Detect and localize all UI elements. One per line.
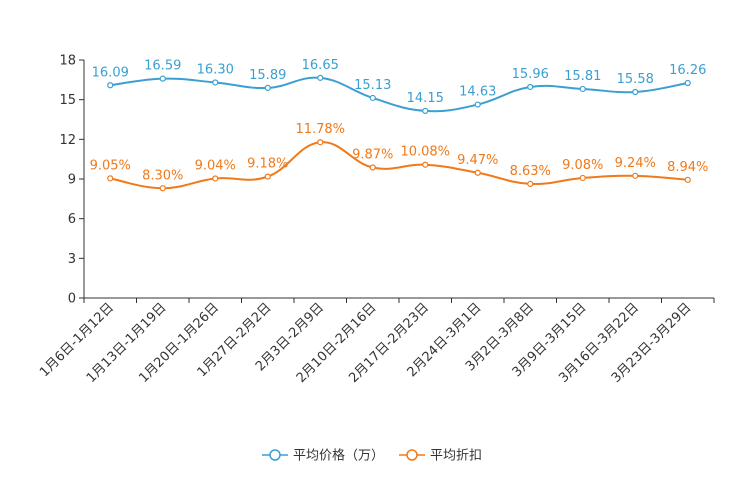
data-label: 9.05% (90, 158, 131, 173)
data-label: 10.08% (400, 145, 450, 160)
data-label: 16.65 (302, 58, 339, 73)
data-point (369, 164, 376, 171)
data-point (684, 176, 691, 183)
data-point (579, 174, 586, 182)
y-tick-label: 15 (59, 93, 76, 108)
data-label: 9.18% (247, 157, 288, 172)
data-point (107, 82, 114, 89)
legend: 平均价格（万） 平均折扣 (262, 448, 482, 464)
legend-swatch-marker (269, 449, 281, 461)
data-label: 14.63 (459, 85, 496, 100)
data-label: 9.24% (615, 156, 656, 171)
data-point (474, 101, 481, 108)
data-label: 16.30 (197, 62, 234, 77)
data-label: 9.08% (562, 158, 603, 173)
legend-label: 平均折扣 (430, 449, 482, 464)
data-point (474, 169, 481, 176)
data-point (264, 84, 271, 91)
series-1: 16.09 16.59 16.30 15.89 16.65 15.13 14.15 14.63… (92, 58, 706, 115)
data-label: 14.15 (407, 91, 444, 106)
data-point (159, 75, 166, 82)
data-label: 8.63% (510, 164, 551, 179)
data-point (527, 180, 534, 187)
data-point (159, 185, 166, 192)
y-tick-label: 3 (68, 252, 76, 267)
legend-label: 平均价格（万） (293, 448, 384, 464)
y-tick-label: 12 (59, 133, 76, 148)
data-point (212, 175, 219, 182)
data-label: 15.96 (512, 67, 549, 82)
data-label: 16.09 (92, 65, 129, 80)
data-point (684, 79, 691, 87)
data-label: 16.59 (144, 59, 181, 74)
data-label: 9.04% (195, 158, 236, 173)
data-label: 8.94% (667, 160, 708, 175)
data-label: 16.26 (669, 63, 706, 78)
data-point (317, 139, 324, 146)
y-tick-label: 9 (68, 173, 76, 188)
data-point (212, 79, 219, 86)
data-point (579, 85, 586, 93)
x-axis: 1月6日-1月12日1月13日-1月19日1月20日-1月26日1月27日-2月… (37, 297, 715, 386)
data-point (632, 172, 639, 179)
data-label: 15.13 (354, 78, 391, 93)
data-point (632, 88, 639, 96)
y-tick-label: 18 (59, 54, 76, 69)
data-label: 15.89 (249, 68, 286, 83)
data-label: 11.78% (295, 122, 345, 137)
legend-item-2: 平均折扣 (399, 449, 482, 464)
data-point (422, 107, 429, 115)
data-point (317, 74, 324, 81)
y-axis: 0 3 6 9 12 15 18 (59, 54, 85, 307)
data-label: 15.81 (564, 69, 601, 84)
series-layer: 16.09 16.59 16.30 15.89 16.65 15.13 14.15 14.63… (90, 58, 708, 192)
y-tick-label: 0 (68, 292, 76, 307)
data-point (264, 173, 271, 180)
data-point (107, 175, 114, 182)
data-label: 8.30% (142, 168, 183, 183)
legend-item-1: 平均价格（万） (262, 448, 384, 464)
data-label: 15.58 (617, 72, 654, 87)
data-label: 9.47% (457, 153, 498, 168)
series-line (110, 76, 688, 113)
data-point (527, 83, 534, 91)
data-point (369, 94, 376, 102)
y-tick-label: 6 (68, 212, 76, 227)
legend-swatch-marker (406, 449, 418, 461)
series-2: 9.05% 8.30% 9.04% 9.18% 11.78% 9.87% 10.08% 9.4… (90, 122, 708, 192)
data-point (422, 161, 429, 168)
data-label: 9.87% (352, 147, 393, 162)
